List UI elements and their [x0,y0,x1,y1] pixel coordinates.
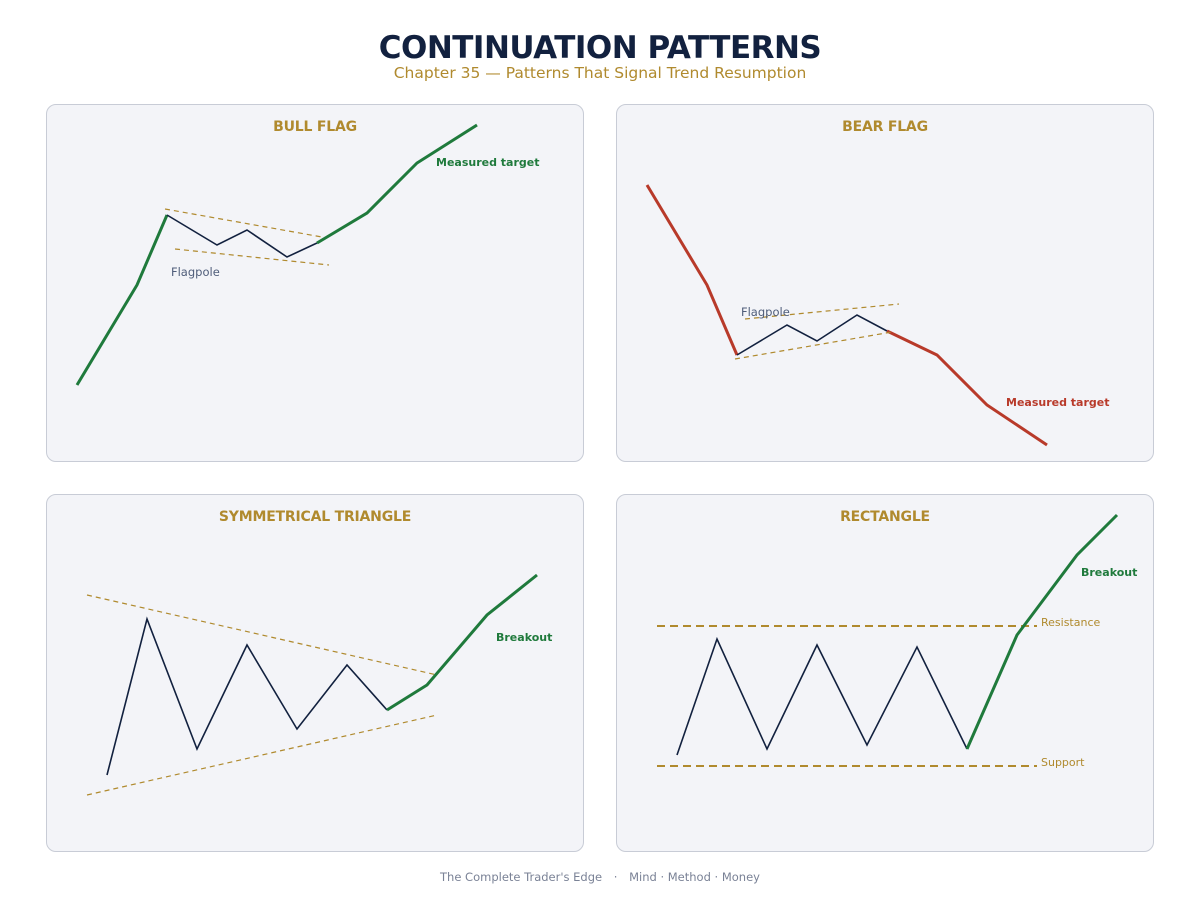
rectangle-price-line [676,636,968,756]
bear-flag-flagpole-line [645,184,739,356]
rectangle-breakout-label: Breakout [1081,566,1137,579]
rectangle-diagram: Breakout Resistance Support [657,513,1137,769]
triangle-lower-trendline [86,714,438,796]
symmetrical-triangle-diagram: Breakout [86,573,552,796]
bear-flag-consolidation-line [736,314,888,356]
symmetrical-triangle-panel: SYMMETRICAL TRIANGLE Breakout [46,494,584,852]
bear-flag-panel: BEAR FLAG Flagpole Measured target [616,104,1154,462]
triangle-breakout-line [386,573,538,712]
bull-flag-target-label: Measured target [436,156,540,169]
rectangle-resistance-label: Resistance [1041,616,1101,629]
triangle-price-line [106,616,388,776]
panel-title-rectangle: RECTANGLE [840,509,930,525]
bull-flag-lower-channel [174,248,330,266]
bear-flag-flagpole-label: Flagpole [741,305,790,319]
footer-separator: · [613,870,618,884]
rectangle-support-label: Support [1041,756,1085,769]
bear-flag-diagram: Flagpole Measured target [645,184,1110,447]
bull-flag-flagpole-line [75,214,169,386]
bull-flag-flagpole-label: Flagpole [171,265,220,279]
bear-flag-continuation-line [886,329,1048,447]
page-title: CONTINUATION PATTERNS [378,30,822,66]
panel-title-symmetrical-triangle: SYMMETRICAL TRIANGLE [218,509,412,525]
triangle-upper-trendline [86,594,438,676]
bull-flag-consolidation-line [166,214,318,258]
bull-flag-continuation-line [316,123,478,245]
bear-flag-upper-channel [744,303,900,320]
panel-title-bull-flag: BULL FLAG [273,119,357,135]
page-footer: The Complete Trader's Edge · Mind · Meth… [0,870,1200,884]
rectangle-panel: RECTANGLE Breakout Resistance Support [616,494,1154,852]
bear-flag-lower-channel [734,331,893,360]
bear-flag-target-label: Measured target [1006,396,1110,409]
footer-brand: The Complete Trader's Edge [440,870,603,884]
bull-flag-upper-channel [164,208,323,238]
panel-title-bear-flag: BEAR FLAG [842,119,928,135]
bull-flag-diagram: Flagpole Measured target [75,123,540,386]
triangle-breakout-label: Breakout [496,631,552,644]
footer-tagline: Mind · Method · Money [629,870,760,884]
rectangle-breakout-line [965,513,1119,750]
bull-flag-panel: BULL FLAG Flagpole Measured target [46,104,584,462]
page-subtitle: Chapter 35 — Patterns That Signal Trend … [393,64,807,82]
